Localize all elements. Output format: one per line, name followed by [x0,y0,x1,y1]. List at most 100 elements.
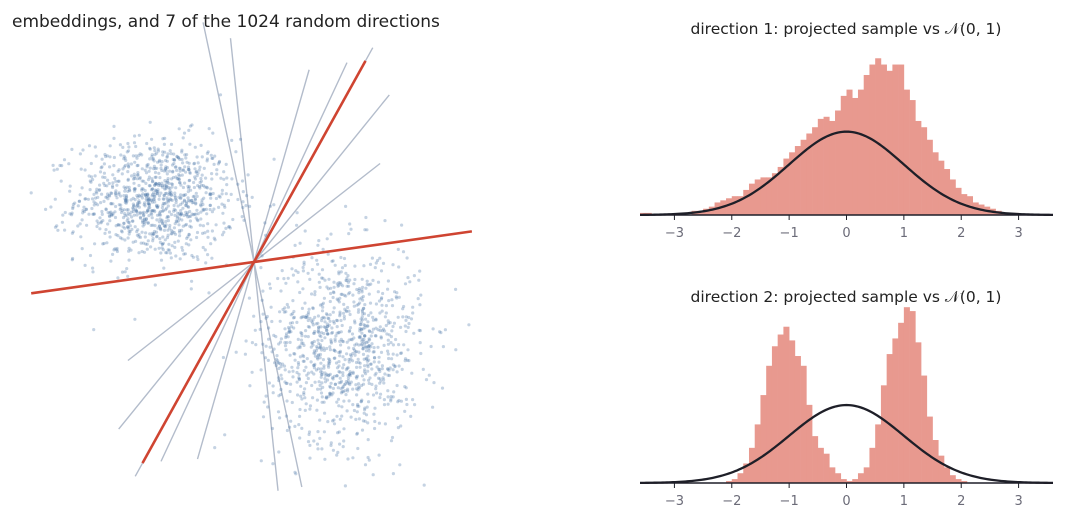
embedding-point [279,387,283,392]
embedding-point [366,438,370,442]
histogram-bar [949,179,956,215]
embedding-point [223,433,227,437]
embedding-point [190,279,194,283]
embedding-point [341,355,345,359]
embedding-point [356,446,360,451]
embedding-point [124,196,128,200]
embedding-point [126,211,130,215]
embedding-point [96,195,100,199]
embedding-point [380,329,384,333]
embedding-point [307,325,312,329]
embedding-point [102,199,106,203]
embedding-point [332,348,336,352]
embedding-point [369,362,373,366]
embedding-point [70,258,74,262]
embedding-point [295,223,299,227]
embedding-point [399,325,403,329]
embedding-point [360,398,364,402]
embedding-point [168,197,172,201]
embedding-point [163,167,167,171]
histogram-bar [835,473,842,483]
embedding-point [386,402,390,406]
histogram-bar [926,139,933,215]
embedding-point [297,372,301,376]
embedding-point [353,319,357,323]
embedding-point [137,233,141,237]
embedding-point [166,152,170,156]
scatter-panel: embeddings, and 7 of the 1024 random dir… [12,12,473,491]
embedding-point [195,218,199,222]
embedding-point [157,182,161,186]
embedding-point [386,338,390,342]
embedding-point [338,376,342,380]
embedding-point [163,208,168,212]
embedding-point [299,331,303,335]
embedding-point [418,303,422,307]
embedding-point [335,331,339,335]
embedding-point [130,215,134,219]
embedding-point [193,167,197,171]
embedding-point [359,400,363,404]
embedding-point [315,346,319,350]
embedding-point [163,202,167,206]
embedding-point [188,124,193,128]
histogram-bar [812,436,819,483]
embedding-point [334,334,338,338]
histogram-bar [955,479,962,483]
embedding-point [146,193,150,197]
embedding-point [353,343,357,347]
embedding-point [388,321,392,325]
embedding-point [348,370,352,374]
embedding-point [171,170,175,174]
embedding-point [141,187,145,191]
embedding-point [101,242,105,246]
embedding-point [340,405,344,409]
embedding-point [395,291,399,295]
embedding-point [320,447,324,451]
embedding-point [320,400,324,404]
histogram-bar [863,74,870,216]
embedding-point [363,364,367,368]
embedding-point [365,357,369,361]
embedding-point [285,302,289,307]
embedding-point [109,201,113,206]
embedding-point [362,264,366,268]
embedding-point [438,330,442,334]
embedding-point [289,330,293,334]
embedding-point [203,231,207,235]
embedding-point [167,242,171,246]
embedding-point [111,211,115,215]
embedding-point [182,198,186,202]
embedding-point [310,292,314,296]
embedding-point [283,327,287,331]
embedding-point [156,149,161,153]
embedding-point [201,208,205,213]
embedding-point [220,192,224,196]
embedding-point [417,278,421,282]
embedding-point [254,343,258,347]
embedding-point [439,331,443,335]
embedding-point [136,228,140,232]
embedding-point [303,396,307,400]
embedding-point [206,222,210,226]
embedding-point [177,217,182,221]
embedding-point [102,181,106,185]
embedding-point [275,354,279,358]
embedding-point [186,205,191,209]
embedding-point [321,247,325,251]
embedding-point [169,193,173,197]
embedding-point [70,231,74,235]
embedding-point [362,312,367,316]
embedding-point [368,329,372,334]
embedding-point [164,167,168,171]
embedding-point [367,344,371,348]
embedding-point [386,395,390,399]
embedding-point [201,207,205,211]
histogram-bar [898,64,905,215]
embedding-point [217,194,221,198]
embedding-point [58,163,62,168]
embedding-point [196,257,200,262]
embedding-point [299,384,303,388]
embedding-point [293,358,297,362]
embedding-point [103,152,107,157]
